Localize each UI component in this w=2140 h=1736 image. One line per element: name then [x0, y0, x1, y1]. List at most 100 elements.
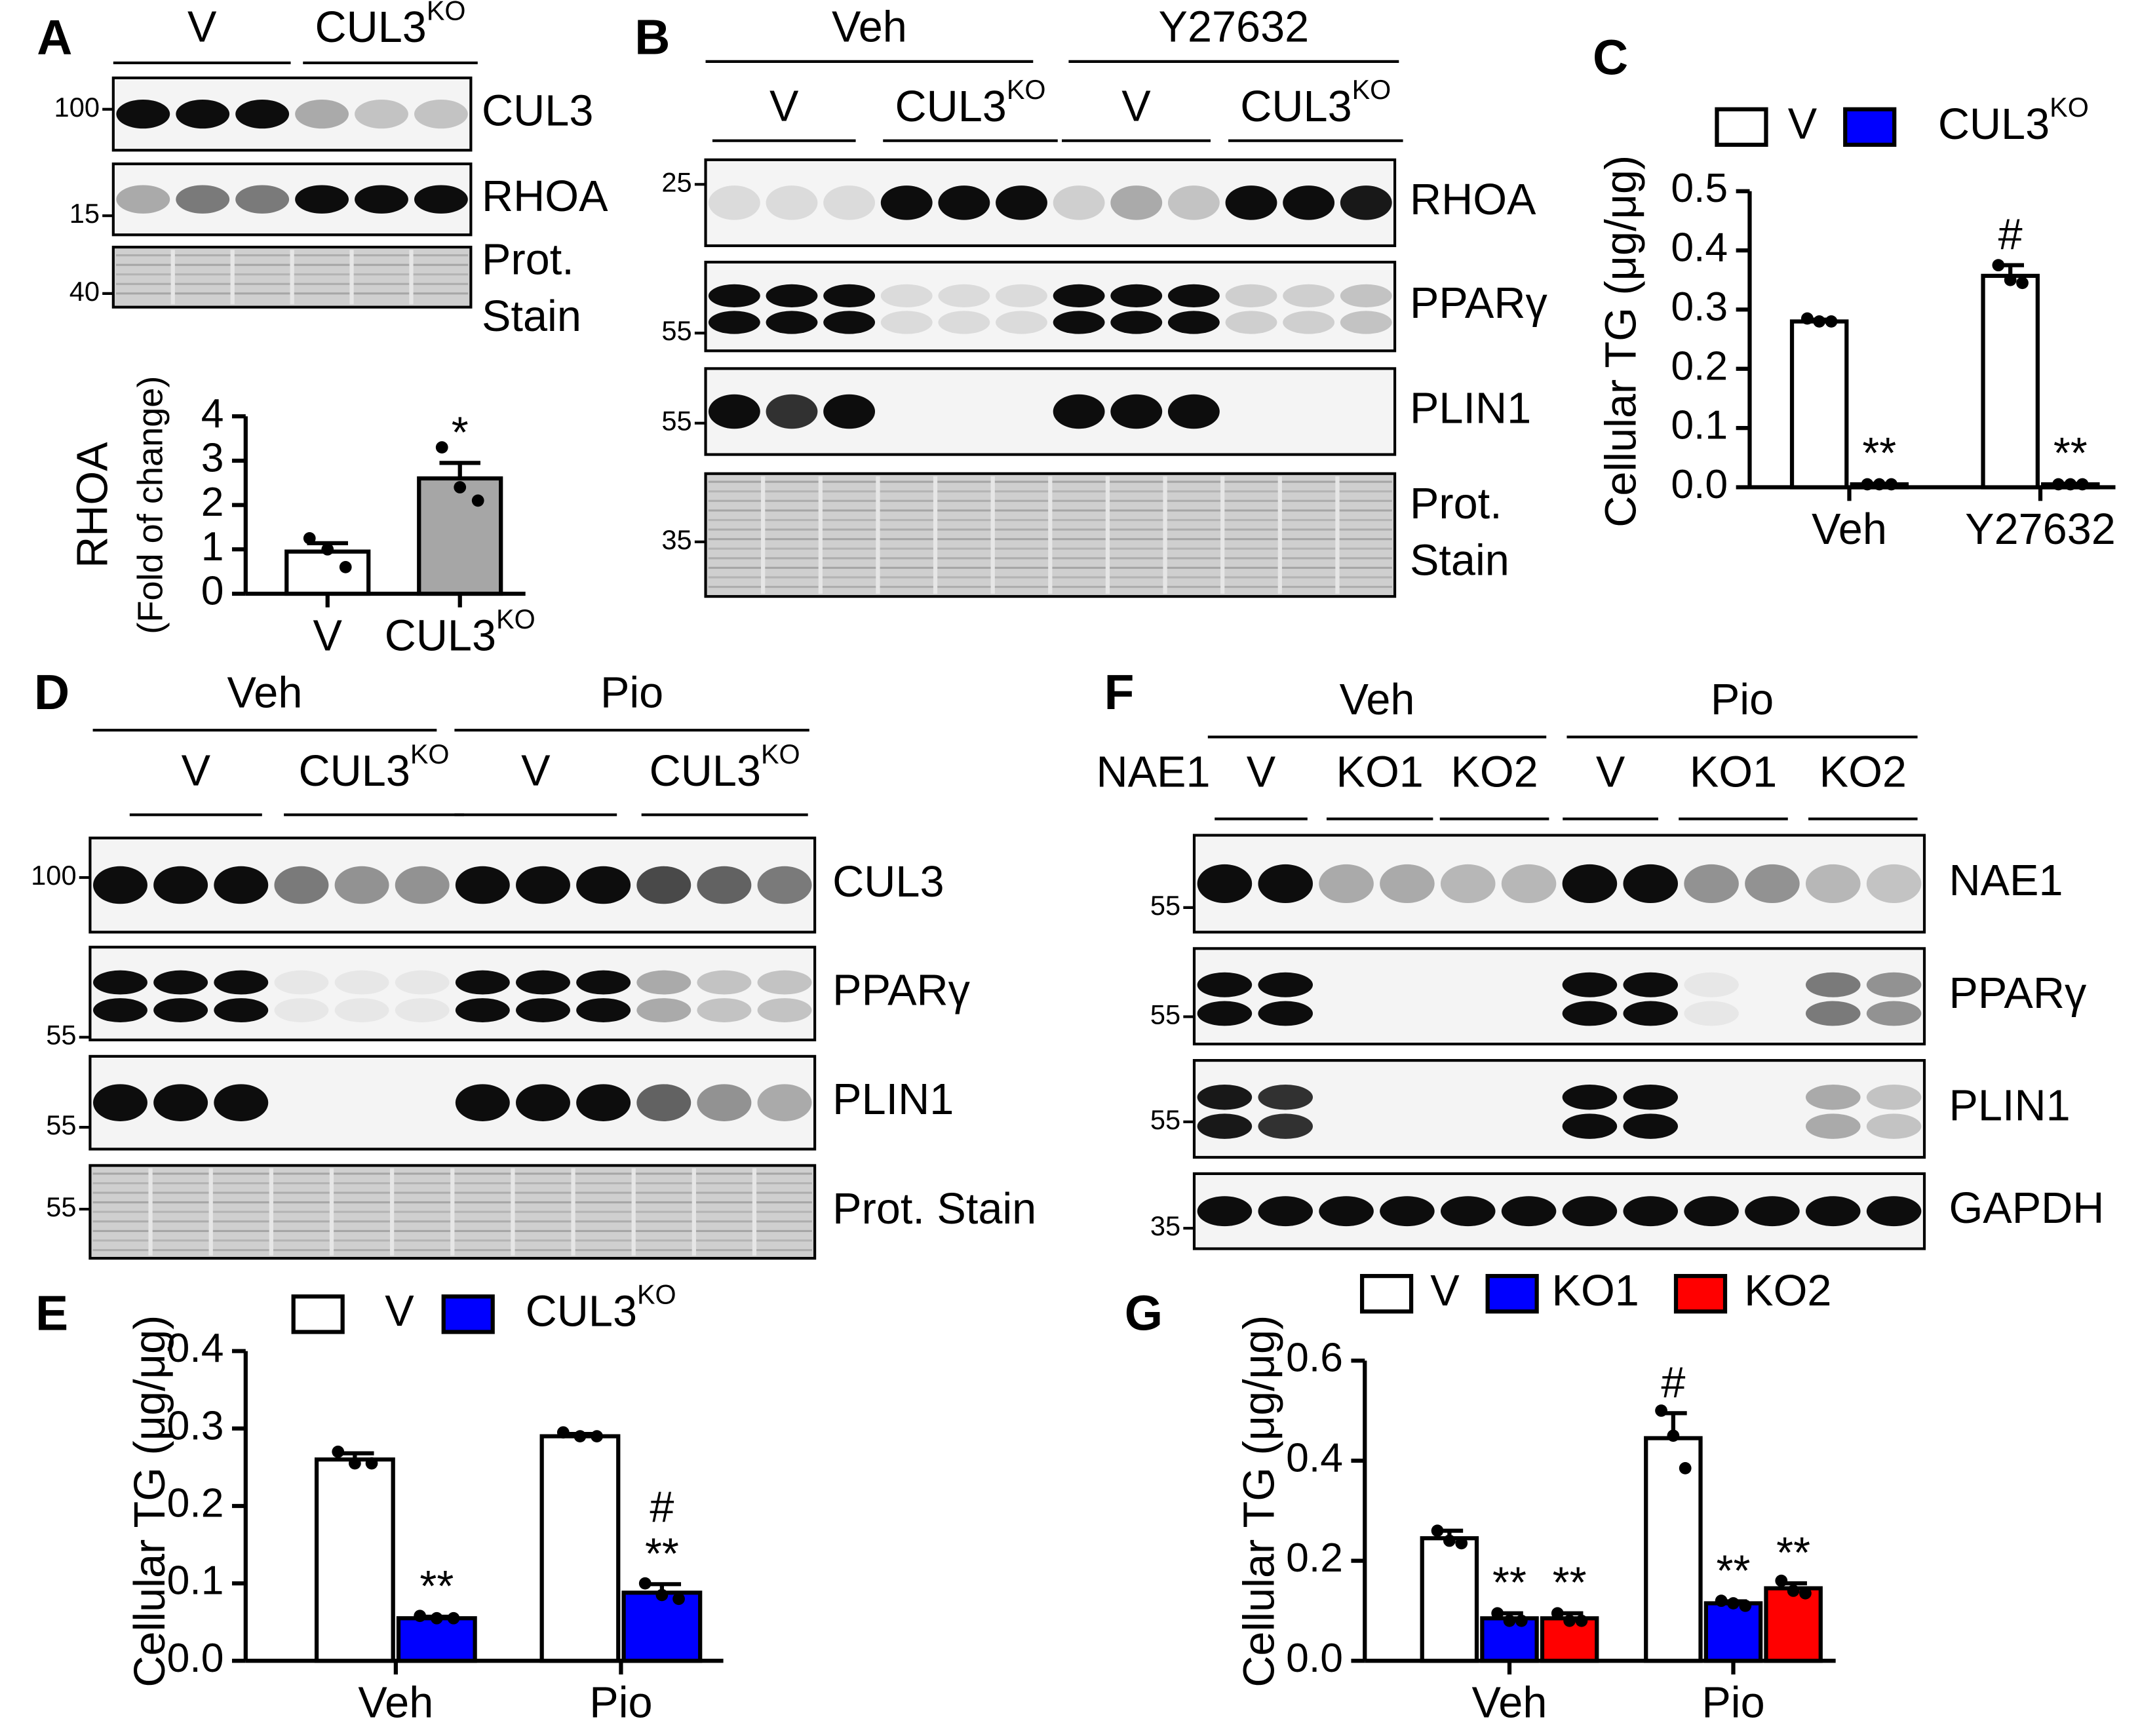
band	[1258, 1085, 1313, 1110]
band	[996, 185, 1047, 220]
text-part: CUL3	[895, 82, 1006, 130]
x-tick-label: V	[313, 611, 343, 660]
marker-label: 100	[31, 860, 76, 891]
row-label: PLIN1	[1410, 385, 1531, 433]
band	[1167, 185, 1220, 220]
legend-label: V	[385, 1287, 414, 1336]
band	[395, 866, 450, 904]
bar	[314, 1457, 395, 1663]
band	[1053, 185, 1105, 220]
band	[516, 998, 570, 1022]
band	[1684, 864, 1739, 904]
blot-frame	[1192, 947, 1926, 1046]
band	[576, 998, 631, 1022]
band	[1167, 394, 1220, 429]
data-point	[1455, 1537, 1468, 1550]
band	[1340, 284, 1392, 307]
marker-label: 55	[1150, 890, 1180, 921]
text-part: CUL3	[650, 746, 761, 795]
band	[996, 311, 1047, 334]
group-label: V	[769, 82, 799, 130]
marker-label: 55	[1150, 1104, 1180, 1135]
band	[1562, 1113, 1618, 1139]
treatment-label: Veh	[227, 669, 303, 718]
data-point	[1575, 1614, 1588, 1627]
band	[1110, 394, 1163, 429]
band	[697, 1084, 752, 1121]
data-point	[1775, 1574, 1788, 1587]
row-label: NAE1	[1949, 857, 2063, 905]
y-tick-label: 0.1	[1671, 402, 1728, 448]
band	[295, 185, 349, 214]
band	[766, 284, 818, 307]
data-point	[1667, 1429, 1680, 1442]
y-tick-label: 0	[201, 568, 224, 613]
group-label: V	[1596, 748, 1625, 796]
significance-mark: **	[1492, 1559, 1527, 1608]
row-title: NAE1	[1096, 748, 1210, 796]
band	[697, 998, 752, 1022]
band	[1866, 1001, 1922, 1026]
data-point	[2016, 277, 2029, 290]
band	[334, 970, 389, 995]
legend-label: CUL3KO	[1938, 92, 2089, 148]
data-point	[321, 543, 334, 556]
x-tick-label: Veh	[1812, 505, 1887, 554]
legend-swatch	[291, 1294, 345, 1334]
band	[176, 99, 230, 129]
band	[93, 998, 147, 1022]
significance-mark: **	[1717, 1547, 1751, 1595]
text-part: KO	[1007, 75, 1046, 105]
band	[766, 311, 818, 334]
text-part: Stain	[482, 292, 581, 341]
data-point	[1679, 1461, 1692, 1475]
band	[1501, 1196, 1557, 1227]
data-point	[1885, 478, 1897, 491]
data-point	[1727, 1597, 1740, 1610]
treatment-label: Y27632	[1159, 3, 1310, 52]
text-part: KO	[2050, 92, 2089, 123]
data-point	[1825, 315, 1838, 328]
row-label: PPARγ	[1949, 969, 2086, 1018]
band	[636, 866, 691, 904]
legend-label: V	[1430, 1267, 1460, 1315]
bar	[1644, 1436, 1703, 1663]
band	[1258, 1196, 1313, 1227]
bar	[1981, 273, 2040, 490]
x-tick-label: CUL3KO	[385, 604, 535, 660]
data-point	[1431, 1524, 1444, 1537]
band	[355, 99, 408, 129]
band	[1684, 1196, 1739, 1227]
band	[708, 311, 760, 334]
group-label: V	[182, 746, 211, 795]
band	[1745, 864, 1800, 904]
band	[708, 185, 760, 220]
band	[214, 970, 269, 995]
band	[1283, 284, 1335, 307]
data-point	[435, 441, 448, 454]
band	[1562, 1085, 1618, 1110]
group-label: V	[187, 3, 217, 52]
band	[334, 998, 389, 1022]
significance-mark: #	[1998, 211, 2023, 260]
legend-swatch	[1485, 1273, 1539, 1314]
data-point	[655, 1589, 669, 1602]
y-tick-label: 0.4	[1286, 1435, 1343, 1480]
x-tick-label: Veh	[358, 1679, 433, 1727]
y-tick-label: 0.0	[1671, 461, 1728, 507]
band	[1319, 1196, 1374, 1227]
data-point	[349, 1457, 361, 1470]
group-label: CUL3KO	[650, 739, 800, 795]
band	[1258, 972, 1313, 997]
band	[1866, 1196, 1922, 1227]
text-part: Prot.	[1410, 480, 1502, 528]
row-label: RHOA	[1410, 176, 1536, 224]
panel-letter: A	[37, 9, 72, 64]
data-point	[1799, 1587, 1812, 1600]
band	[116, 99, 170, 129]
y-tick-label: 0.6	[1286, 1335, 1343, 1381]
band	[757, 970, 812, 995]
data-point	[471, 494, 484, 507]
legend-swatch	[1359, 1273, 1414, 1314]
band	[1440, 864, 1496, 904]
